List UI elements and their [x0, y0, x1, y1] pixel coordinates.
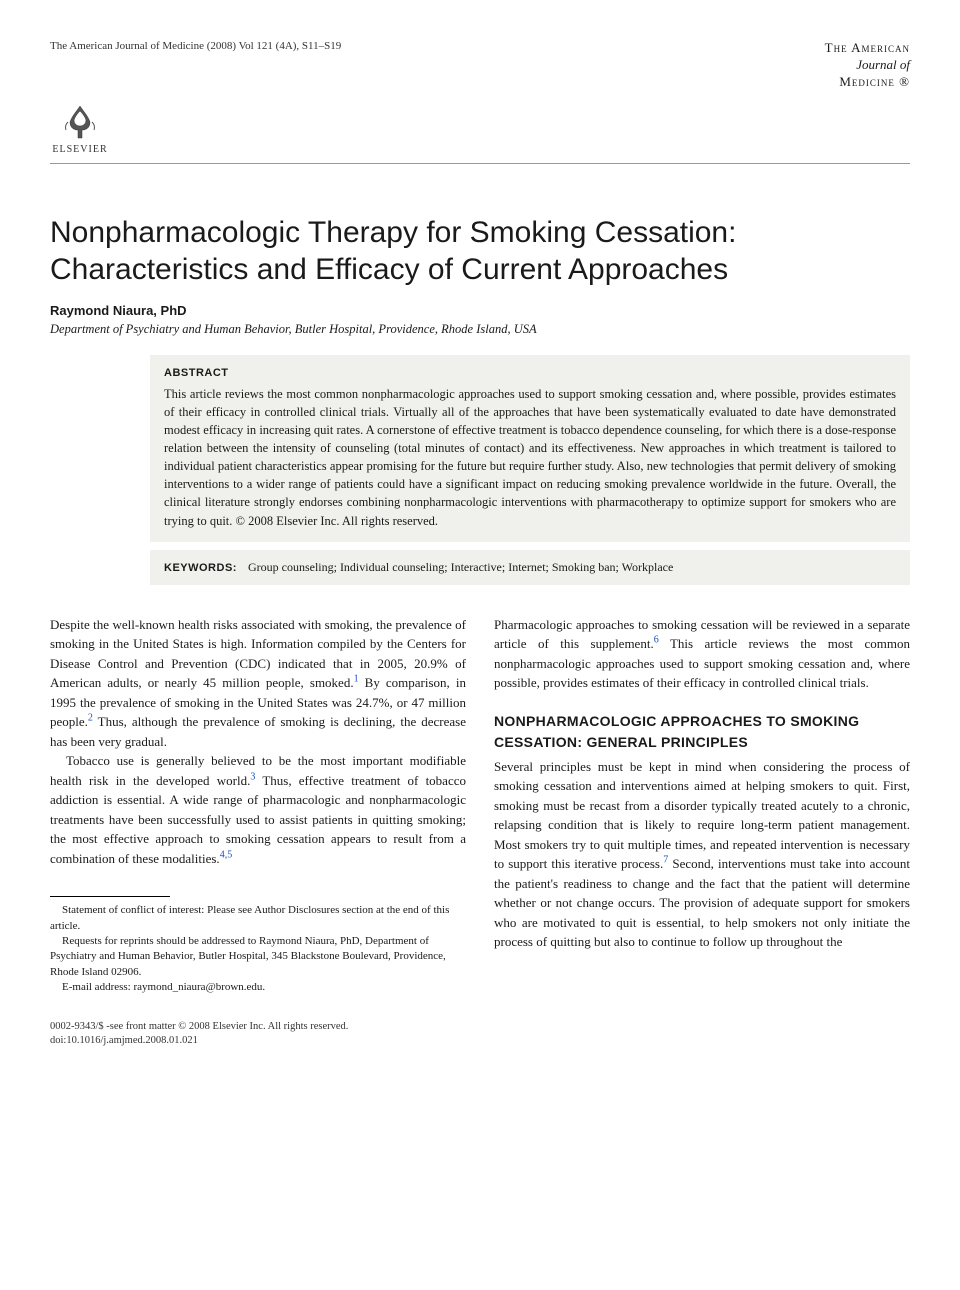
body-columns: Despite the well-known health risks asso… — [50, 615, 910, 996]
right-para-2: Several principles must be kept in mind … — [494, 757, 910, 952]
abstract-text: This article reviews the most common non… — [164, 385, 896, 530]
abstract-label: ABSTRACT — [164, 367, 896, 379]
keywords-label: KEYWORDS: — [164, 562, 237, 574]
abstract-box: ABSTRACT This article reviews the most c… — [150, 355, 910, 542]
bottom-meta: 0002-9343/$ -see front matter © 2008 Els… — [50, 1020, 910, 1049]
footnote-reprints: Requests for reprints should be addresse… — [50, 934, 466, 980]
affiliation: Department of Psychiatry and Human Behav… — [50, 322, 910, 337]
publisher-block: ELSEVIER — [50, 99, 910, 159]
right-para-1: Pharmacologic approaches to smoking cess… — [494, 615, 910, 693]
doi-line: doi:10.1016/j.amjmed.2008.01.021 — [50, 1034, 910, 1049]
publisher-name: ELSEVIER — [52, 144, 107, 155]
footnote-conflict: Statement of conflict of interest: Pleas… — [50, 903, 466, 934]
keywords-text: Group counseling; Individual counseling;… — [248, 560, 673, 574]
page-header: The American Journal of Medicine (2008) … — [50, 40, 910, 91]
author-line: Raymond Niaura, PhD — [50, 303, 910, 318]
article-title: Nonpharmacologic Therapy for Smoking Ces… — [50, 214, 910, 289]
intro-para-1: Despite the well-known health risks asso… — [50, 615, 466, 752]
right-column: Pharmacologic approaches to smoking cess… — [494, 615, 910, 996]
citation-4-5[interactable]: 4,5 — [220, 849, 233, 860]
elsevier-logo: ELSEVIER — [50, 99, 110, 159]
footnote-email: E-mail address: raymond_niaura@brown.edu… — [50, 980, 466, 995]
section-heading: NONPHARMACOLOGIC APPROACHES TO SMOKING C… — [494, 711, 910, 753]
copyright-line: 0002-9343/$ -see front matter © 2008 Els… — [50, 1020, 910, 1035]
journal-logo-line1: The American — [825, 40, 910, 57]
body-text: Several principles must be kept in mind … — [494, 759, 910, 872]
journal-logo: The American Journal of Medicine ® — [825, 40, 910, 91]
left-column: Despite the well-known health risks asso… — [50, 615, 466, 996]
body-text: Thus, although the prevalence of smoking… — [50, 714, 466, 749]
header-divider — [50, 163, 910, 164]
footnote-divider — [50, 896, 170, 897]
keywords-box: KEYWORDS: Group counseling; Individual c… — [150, 550, 910, 585]
journal-reference: The American Journal of Medicine (2008) … — [50, 40, 341, 52]
journal-logo-line3: Medicine ® — [825, 74, 910, 91]
journal-logo-line2: Journal of — [825, 57, 910, 74]
abstract-container: ABSTRACT This article reviews the most c… — [150, 355, 910, 585]
intro-para-2: Tobacco use is generally believed to be … — [50, 751, 466, 868]
tree-icon — [60, 102, 100, 142]
